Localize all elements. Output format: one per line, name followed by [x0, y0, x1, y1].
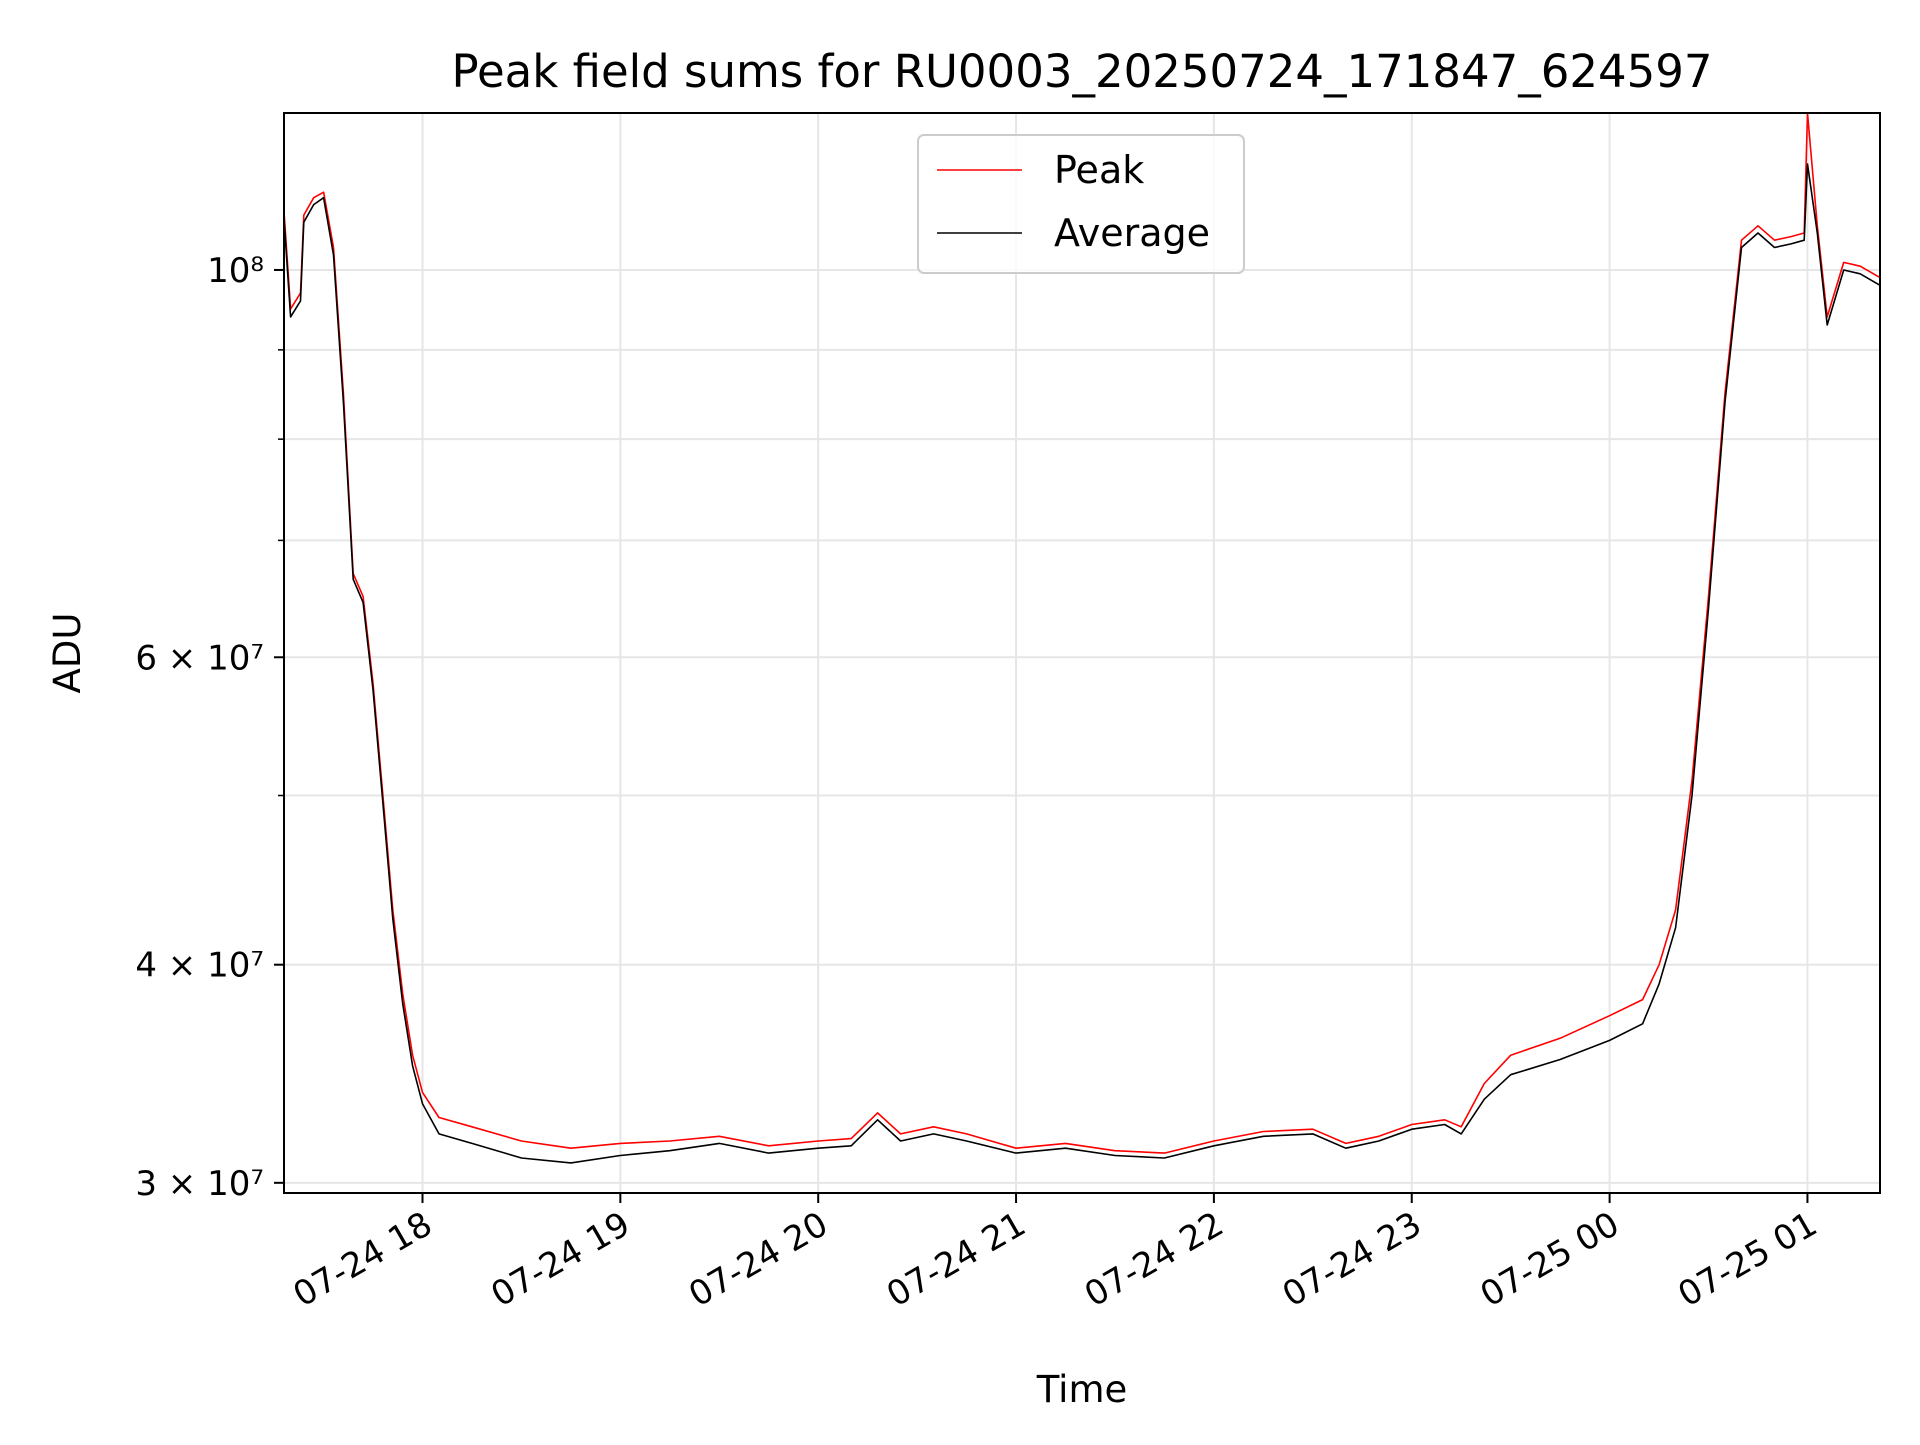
chart-title: Peak field sums for RU0003_20250724_1718… — [451, 45, 1712, 98]
y-tick-label: 3 × 10⁷ — [135, 1164, 264, 1204]
grid — [284, 113, 1880, 1193]
series-line-average — [283, 163, 1881, 1164]
legend-label-average: Average — [1054, 211, 1210, 255]
y-tick-label: 6 × 10⁷ — [135, 638, 264, 678]
legend-label-peak: Peak — [1054, 148, 1144, 192]
x-axis-label: Time — [1036, 1368, 1128, 1411]
series-lines — [283, 112, 1881, 1164]
y-tick-label: 4 × 10⁷ — [135, 946, 264, 986]
y-axis-label: ADU — [46, 613, 89, 694]
y-tick-label: 10⁸ — [207, 251, 264, 291]
legend: Peak Average — [917, 134, 1245, 274]
plot-area-frame — [283, 112, 1881, 1194]
